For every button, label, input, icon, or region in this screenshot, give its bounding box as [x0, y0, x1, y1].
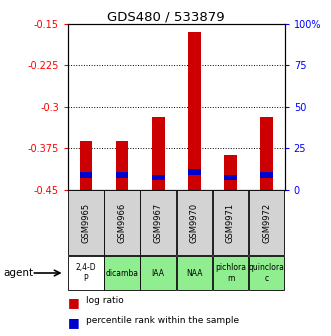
Bar [188, 169, 201, 175]
Bar [188, 32, 201, 190]
Text: IAA: IAA [152, 268, 165, 278]
Text: GSM9972: GSM9972 [262, 203, 271, 243]
Bar [213, 256, 248, 290]
Text: log ratio: log ratio [86, 296, 124, 305]
Text: ■: ■ [68, 296, 79, 309]
Bar [104, 256, 140, 290]
Bar [68, 191, 104, 255]
Text: quinclora
c: quinclora c [249, 263, 285, 283]
Text: GSM9965: GSM9965 [81, 203, 90, 243]
Text: agent: agent [3, 268, 33, 278]
Bar [224, 175, 237, 180]
Text: 2,4-D
P: 2,4-D P [75, 263, 96, 283]
Text: percentile rank within the sample: percentile rank within the sample [86, 316, 239, 325]
Text: ■: ■ [68, 316, 79, 329]
Bar [249, 256, 284, 290]
Bar [260, 172, 273, 178]
Bar [116, 141, 128, 190]
Bar [152, 117, 165, 190]
Text: GSM9970: GSM9970 [190, 203, 199, 243]
Text: GSM9971: GSM9971 [226, 203, 235, 243]
Bar [104, 191, 140, 255]
Text: GSM9967: GSM9967 [154, 203, 163, 243]
Bar [140, 191, 176, 255]
Bar [79, 141, 92, 190]
Bar [116, 172, 128, 178]
Bar [177, 191, 212, 255]
Text: pichlora
m: pichlora m [215, 263, 246, 283]
Bar [177, 256, 212, 290]
Bar [224, 156, 237, 190]
Bar [140, 256, 176, 290]
Bar [213, 191, 248, 255]
Bar [79, 172, 92, 178]
Bar [260, 117, 273, 190]
Text: GSM9966: GSM9966 [118, 203, 126, 243]
Text: dicamba: dicamba [106, 268, 139, 278]
Bar [68, 256, 104, 290]
Bar [152, 175, 165, 180]
Bar [249, 191, 284, 255]
Text: GDS480 / 533879: GDS480 / 533879 [107, 10, 224, 23]
Text: NAA: NAA [186, 268, 203, 278]
